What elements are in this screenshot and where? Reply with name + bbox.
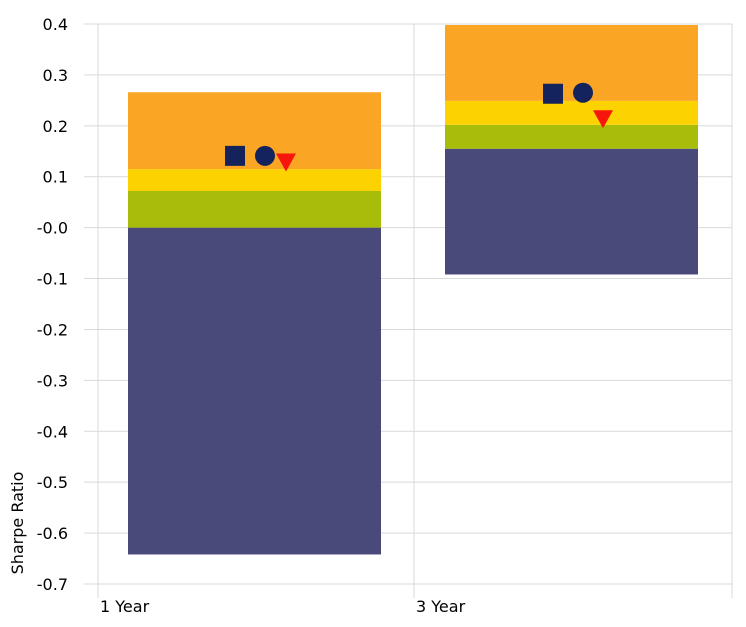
y-tick-label: -0.3 [37, 371, 68, 390]
y-tick-label: -0.7 [37, 575, 68, 594]
marker-circle [573, 82, 593, 103]
marker-square [543, 83, 563, 104]
y-tick-label: -0.1 [37, 270, 68, 289]
marker-square [225, 145, 245, 166]
y-axis-label: Sharpe Ratio [8, 472, 27, 575]
bar-segment [445, 25, 698, 101]
tick-layer: -0.7 -0.6 -0.5 -0.4 -0.3 -0.2 -0.1 -0.0 0.1 0.2 0.… [37, 15, 466, 616]
bar-segment [128, 169, 381, 191]
marker-triangle [593, 110, 613, 129]
bar-segment [445, 100, 698, 125]
y-tick-label: -0.6 [37, 524, 68, 543]
bar-segment [128, 227, 381, 555]
x-tick-label: 1 Year [100, 597, 150, 616]
bar-segment [128, 92, 381, 170]
marker-circle [255, 145, 275, 166]
bar-segment [445, 148, 698, 275]
marker-layer [225, 82, 613, 172]
y-tick-label: -0.0 [37, 219, 68, 238]
y-tick-label: -0.5 [37, 473, 68, 492]
y-tick-label: -0.4 [37, 422, 68, 441]
y-tick-label: -0.2 [37, 320, 68, 339]
y-tick-label: 0.3 [43, 66, 68, 85]
band-layer [128, 25, 698, 555]
y-tick-label: 0.4 [43, 15, 68, 34]
x-tick-label: 3 Year [416, 597, 466, 616]
bar-segment [445, 124, 698, 149]
y-tick-label: 0.1 [43, 168, 68, 187]
marker-triangle [276, 153, 296, 172]
y-tick-label: 0.2 [43, 117, 68, 136]
bar-segment [128, 190, 381, 228]
